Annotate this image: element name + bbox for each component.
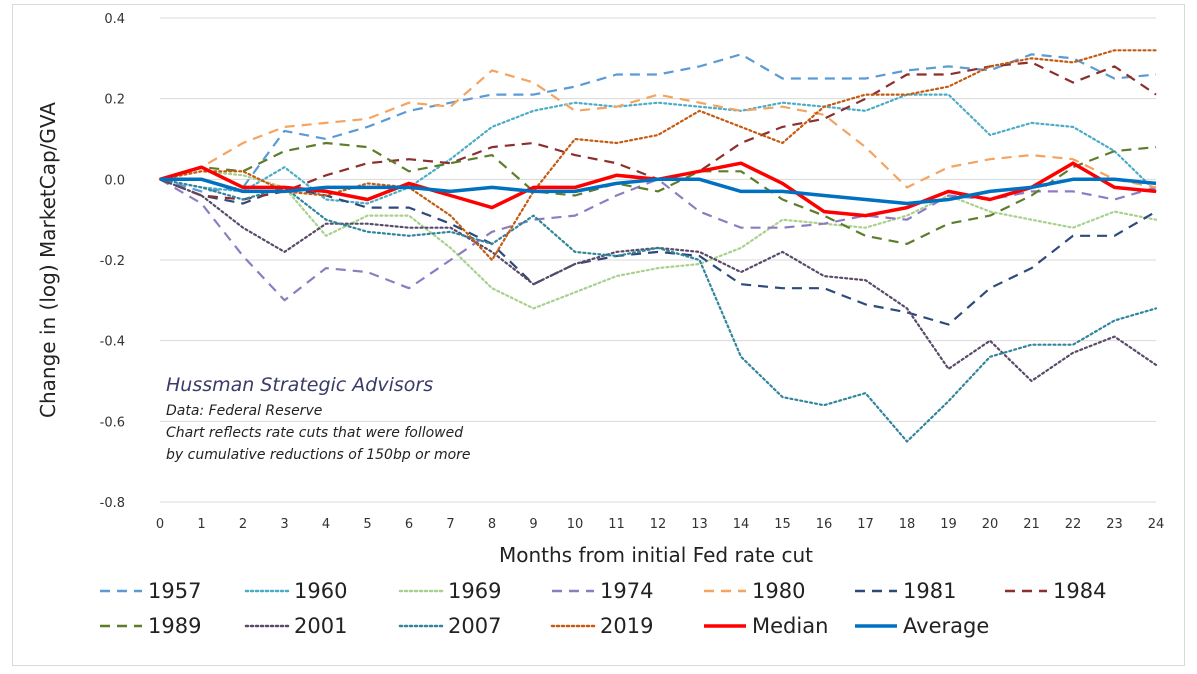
series-line-1957 — [159, 53, 1157, 193]
annotation-line-2: Chart reflects rate cuts that were follo… — [166, 425, 463, 441]
annotation-line-3: by cumulative reductions of 150bp or mor… — [166, 447, 471, 463]
y-tick-label: -0.6 — [100, 415, 125, 430]
legend-label: 2001 — [294, 614, 347, 638]
legend-label: Median — [752, 614, 828, 638]
series-line-1974 — [159, 178, 1157, 302]
legend-item-2019: 2019 — [550, 614, 653, 638]
y-tick-label: -0.2 — [100, 254, 125, 269]
series-line-1989 — [159, 141, 1157, 245]
x-tick-label: 6 — [405, 517, 413, 532]
series-line-1980 — [159, 69, 1157, 189]
legend-item-median: Median — [704, 614, 828, 638]
series-line-2007 — [158, 178, 1158, 443]
legend-label: 1981 — [903, 579, 956, 603]
x-tick-label: 11 — [608, 517, 625, 532]
series-line-1981 — [159, 178, 1157, 326]
legend-item-1989: 1989 — [100, 614, 201, 638]
x-tick-label: 15 — [774, 517, 791, 532]
y-tick-label: 0.2 — [104, 93, 125, 108]
legend-item-1969: 1969 — [398, 579, 501, 603]
x-tick-label: 9 — [529, 517, 537, 532]
annotation-box: Hussman Strategic Advisors Data: Federal… — [166, 374, 471, 463]
legend-label: 2019 — [600, 614, 653, 638]
x-tick-label: 8 — [488, 517, 496, 532]
x-tick-label: 13 — [691, 517, 708, 532]
legend-item-2001: 2001 — [244, 614, 347, 638]
series-line-1969 — [158, 170, 1158, 310]
x-tick-label: 18 — [899, 517, 916, 532]
legend-label: 1989 — [148, 614, 201, 638]
series-line-2019 — [158, 49, 1158, 262]
legend-item-1974: 1974 — [552, 579, 653, 603]
legend: 1957 1960 1969 1974 1980 1981 1984 1989 2001 2007… — [100, 579, 1106, 638]
x-tick-label: 0 — [156, 517, 164, 532]
x-tick-label: 1 — [197, 517, 205, 532]
x-tick-label: 7 — [446, 517, 454, 532]
y-tick-labels: 0.4 0.2 0.0 -0.2 -0.4 -0.6 -0.8 — [100, 12, 125, 511]
legend-label: 1984 — [1053, 579, 1106, 603]
y-axis-title: Change in (log) MarketCap/GVA — [36, 102, 60, 418]
x-tick-label: 24 — [1148, 517, 1165, 532]
annotation-title: Hussman Strategic Advisors — [166, 374, 433, 396]
y-tick-label: -0.8 — [100, 496, 125, 511]
legend-item-1981: 1981 — [855, 579, 956, 603]
legend-item-1980: 1980 — [704, 579, 805, 603]
x-tick-label: 21 — [1023, 517, 1040, 532]
x-tick-label: 5 — [363, 517, 371, 532]
x-tick-label: 14 — [733, 517, 750, 532]
legend-item-2007: 2007 — [398, 614, 501, 638]
x-tick-label: 16 — [816, 517, 833, 532]
legend-label: 2007 — [448, 614, 501, 638]
grid-lines — [160, 17, 1156, 503]
legend-item-1984: 1984 — [1005, 579, 1106, 603]
legend-label: 1960 — [294, 579, 347, 603]
chart-frame — [12, 4, 1185, 666]
legend-item-average: Average — [855, 614, 989, 638]
x-tick-label: 10 — [567, 517, 584, 532]
legend-label: 1969 — [448, 579, 501, 603]
y-tick-label: -0.4 — [100, 335, 125, 350]
legend-label: 1957 — [148, 579, 201, 603]
legend-item-1960: 1960 — [244, 579, 347, 603]
x-tick-label: 19 — [940, 517, 957, 532]
legend-label: 1974 — [600, 579, 653, 603]
series-line-average — [160, 177, 1157, 206]
legend-label: Average — [903, 614, 989, 638]
x-tick-label: 20 — [982, 517, 999, 532]
x-axis-title: Months from initial Fed rate cut — [499, 543, 813, 567]
annotation-line-1: Data: Federal Reserve — [166, 403, 322, 419]
x-tick-label: 22 — [1065, 517, 1082, 532]
legend-label: 1980 — [752, 579, 805, 603]
series-lines — [158, 49, 1158, 443]
y-tick-label: 0.4 — [104, 12, 125, 27]
legend-item-1957: 1957 — [100, 579, 201, 603]
x-tick-label: 2 — [239, 517, 247, 532]
series-line-1960 — [158, 93, 1158, 205]
x-tick-label: 4 — [322, 517, 330, 532]
x-tick-label: 12 — [650, 517, 667, 532]
x-tick-label: 23 — [1106, 517, 1123, 532]
x-tick-label: 3 — [280, 517, 288, 532]
x-tick-labels: 0 1 2 3 4 5 6 7 8 9 10 11 12 13 14 15 16 17 18 19 20 21 22 23 24 — [156, 517, 1164, 532]
x-tick-label: 17 — [857, 517, 874, 532]
y-tick-label: 0.0 — [104, 173, 125, 188]
